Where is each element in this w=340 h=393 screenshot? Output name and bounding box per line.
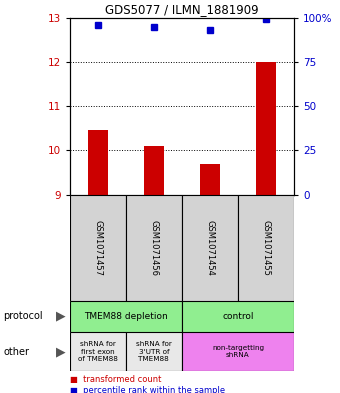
Bar <box>182 332 294 371</box>
Bar <box>256 62 276 195</box>
Text: control: control <box>222 312 254 321</box>
Bar <box>182 195 238 301</box>
Bar <box>70 301 182 332</box>
Bar <box>182 301 294 332</box>
Bar <box>144 146 164 195</box>
Bar <box>126 332 182 371</box>
Text: GSM1071455: GSM1071455 <box>261 220 271 275</box>
Text: non-targetting
shRNA: non-targetting shRNA <box>212 345 264 358</box>
Title: GDS5077 / ILMN_1881909: GDS5077 / ILMN_1881909 <box>105 4 259 17</box>
Text: ▶: ▶ <box>56 345 66 358</box>
Bar <box>88 130 107 195</box>
Bar <box>238 195 294 301</box>
Bar <box>126 195 182 301</box>
Text: shRNA for
3'UTR of
TMEM88: shRNA for 3'UTR of TMEM88 <box>136 341 172 362</box>
Text: GSM1071457: GSM1071457 <box>93 220 102 275</box>
Text: protocol: protocol <box>3 311 43 321</box>
Text: other: other <box>3 347 29 357</box>
Text: TMEM88 depletion: TMEM88 depletion <box>84 312 168 321</box>
Text: GSM1071454: GSM1071454 <box>205 220 215 275</box>
Text: ■  percentile rank within the sample: ■ percentile rank within the sample <box>70 386 225 393</box>
Bar <box>70 195 126 301</box>
Bar <box>200 163 220 195</box>
Text: shRNA for
first exon
of TMEM88: shRNA for first exon of TMEM88 <box>78 341 118 362</box>
Text: ■  transformed count: ■ transformed count <box>70 375 161 384</box>
Bar <box>70 332 126 371</box>
Text: GSM1071456: GSM1071456 <box>149 220 158 275</box>
Text: ▶: ▶ <box>56 310 66 323</box>
